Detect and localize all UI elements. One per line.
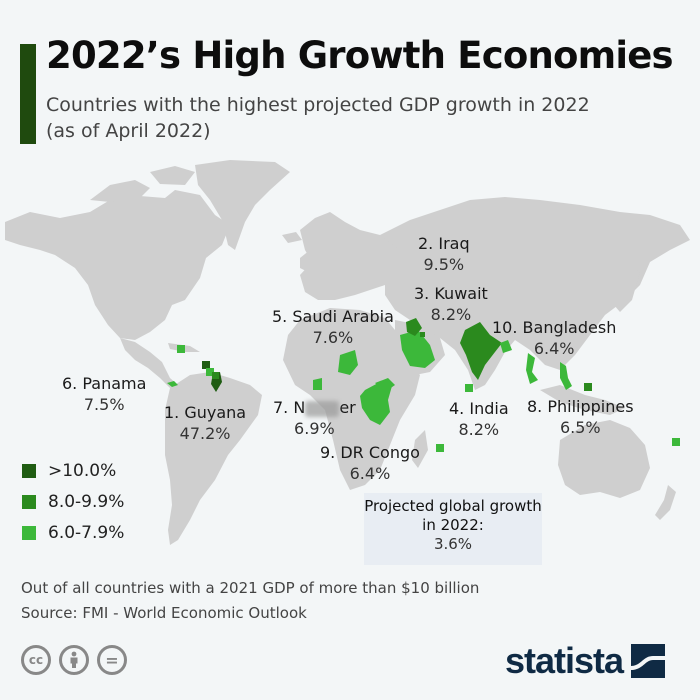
attribution-icon[interactable] [59, 645, 89, 675]
growth-value: 7.5% [83, 395, 125, 414]
person-glyph [70, 651, 78, 668]
country-name: 4. India [449, 399, 509, 418]
growth-value: 8.2% [458, 420, 500, 439]
mauritius-marker [436, 444, 444, 452]
country-name: 3. Kuwait [414, 284, 488, 303]
label-dr-congo: 9. DR Congo 6.4% [320, 442, 420, 484]
growth-value: 6.4% [533, 339, 575, 358]
cc-glyph: cc [28, 653, 44, 667]
caribbean-marker [202, 361, 210, 369]
cc-icon[interactable]: cc [21, 645, 51, 675]
land-masses [5, 160, 690, 545]
label-niger: 7. N er 6.9% [273, 397, 356, 439]
country-name: 5. Saudi Arabia [272, 307, 394, 326]
global-growth-box: Projected global growth in 2022: 3.6% [364, 493, 542, 565]
legend-label: 8.0-9.9% [48, 491, 125, 512]
legend-item-8-10: 8.0-9.9% [22, 486, 124, 517]
logo-wordmark: statista [505, 640, 624, 681]
legend-swatch-medium-green [22, 494, 36, 509]
license-icons: cc = [21, 645, 127, 675]
legend-label: >10.0% [48, 460, 117, 481]
legend-label: 6.0-7.9% [48, 522, 125, 543]
country-saudi-arabia [400, 330, 435, 368]
country-name: 9. DR Congo [320, 443, 420, 462]
label-saudi-arabia: 5. Saudi Arabia 7.6% [272, 306, 394, 348]
country-kuwait [420, 332, 425, 337]
country-name: 1. Guyana [164, 403, 247, 422]
label-iraq: 2. Iraq 9.5% [418, 233, 470, 275]
country-iraq [406, 318, 422, 336]
page-title: 2022’s High Growth Economies [46, 34, 674, 77]
north-america [5, 190, 230, 340]
legend-swatch-light-green [22, 525, 36, 540]
greenland [195, 160, 290, 250]
growth-value: 7.6% [312, 328, 354, 347]
legend-item-6-8: 6.0-7.9% [22, 517, 124, 548]
label-india: 4. India 8.2% [449, 398, 509, 440]
global-growth-value: 3.6% [433, 535, 473, 553]
south-america [165, 372, 262, 545]
country-india [460, 322, 502, 380]
maldives-marker [465, 384, 473, 392]
title-accent-bar [20, 44, 36, 144]
name-suffix: er [339, 398, 356, 417]
label-philippines: 8. Philippines 6.5% [527, 396, 634, 438]
country-name: 10. Bangladesh [492, 318, 617, 337]
country-vietnam [526, 353, 538, 384]
no-derivatives-icon[interactable]: = [97, 645, 127, 675]
country-name: 7. N er [273, 397, 356, 418]
caribbean-marker [206, 368, 214, 376]
growth-value: 6.4% [349, 464, 391, 483]
country-name: 8. Philippines [527, 397, 634, 416]
label-panama: 6. Panama 7.5% [62, 373, 146, 415]
label-guyana: 1. Guyana 47.2% [164, 402, 246, 444]
global-growth-title: Projected global growth in 2022: [364, 497, 542, 534]
legend: >10.0% 8.0-9.9% 6.0-7.9% [22, 455, 124, 548]
page-subtitle: Countries with the highest projected GDP… [46, 94, 590, 142]
label-kuwait: 3. Kuwait 8.2% [414, 283, 488, 325]
growth-value: 9.5% [423, 255, 465, 274]
caribbean-marker [212, 372, 219, 379]
statista-logo[interactable]: statista [505, 640, 666, 682]
australia [558, 420, 650, 498]
growth-value: 47.2% [179, 424, 231, 443]
label-bangladesh: 10. Bangladesh 6.4% [492, 317, 616, 359]
footnote-scope: Out of all countries with a 2021 GDP of … [21, 579, 480, 597]
world-map [5, 160, 690, 545]
country-dr-congo [360, 382, 392, 425]
obscured-text [305, 400, 340, 417]
africa [283, 308, 420, 490]
legend-item-gt10: >10.0% [22, 455, 124, 486]
country-name: 6. Panama [62, 374, 147, 393]
highlighted-countries [167, 318, 680, 452]
growth-value: 6.5% [559, 418, 601, 437]
asia [380, 197, 690, 390]
country-philippines [560, 362, 572, 390]
caribbean-marker [177, 345, 185, 353]
nd-glyph: = [105, 650, 119, 670]
country-panama [167, 381, 178, 387]
country-niger [338, 350, 358, 375]
growth-value: 6.9% [294, 419, 335, 438]
europe [300, 212, 410, 300]
statista-logo-icon [631, 644, 666, 678]
fiji-marker [672, 438, 680, 446]
footnote-source: Source: FMI - World Economic Outlook [21, 604, 307, 622]
central-america [120, 338, 178, 388]
footnotes: Out of all countries with a 2021 GDP of … [21, 576, 479, 626]
growth-value: 8.2% [430, 305, 472, 324]
country-bangladesh [500, 340, 512, 353]
palau-marker [584, 383, 592, 391]
name-prefix: 7. N [273, 398, 306, 417]
country-name: 2. Iraq [418, 234, 470, 253]
legend-swatch-dark-green [22, 463, 36, 478]
